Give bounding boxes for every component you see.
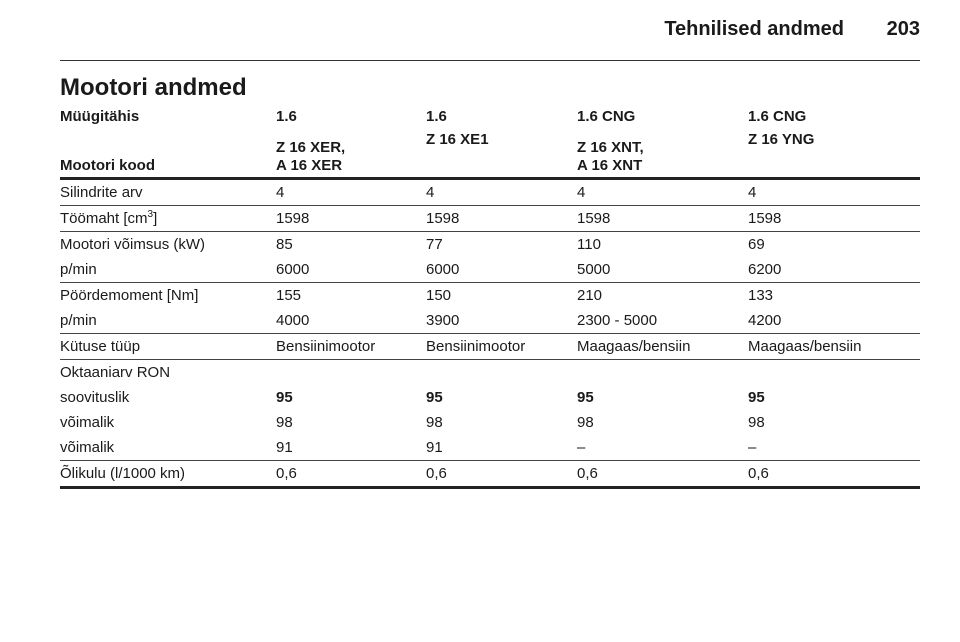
row-value: 85 xyxy=(276,235,293,253)
row-label: Mootori võimsus (kW) xyxy=(60,235,206,253)
row-value: 4000 xyxy=(276,308,426,334)
engine-code-line: Z 16 XNT, xyxy=(577,139,644,156)
row-value: 98 xyxy=(276,413,293,431)
row-label: Kütuse tüüp xyxy=(60,333,276,360)
row-label: Silindrite arv xyxy=(60,178,276,206)
engine-code-row: Mootori kood Z 16 XER, A 16 XER Z 16 XE1 … xyxy=(60,129,920,180)
oil-consumption-row: Õlikulu (l/1000 km) 0,6 0,6 0,6 0,6 xyxy=(60,460,920,489)
engine-code-cell: Z 16 XNT, A 16 XNT xyxy=(577,129,748,180)
cylinders-row: Silindrite arv 4 4 4 4 xyxy=(60,178,920,206)
power-rpm-row: p/min 6000 6000 5000 6200 xyxy=(60,257,920,283)
fuel-type-row: Kütuse tüüp Bensiinimootor Bensiinimooto… xyxy=(60,333,920,360)
sales-designation-value: 1.6 CNG xyxy=(577,108,636,125)
row-label: võimalik xyxy=(60,435,276,461)
torque-row: Pöördemoment [Nm] 155 150 210 133 xyxy=(60,283,920,309)
row-value: 1598 xyxy=(276,205,426,232)
row-value: 4 xyxy=(426,178,577,206)
row-value: 6000 xyxy=(276,257,426,283)
superscript: 3 xyxy=(147,208,154,220)
octane-heading-row: Oktaaniarv RON xyxy=(60,360,920,386)
row-value: 0,6 xyxy=(276,460,426,489)
row-value: 110 xyxy=(577,235,601,253)
row-value: Bensiinimootor xyxy=(276,333,426,360)
sales-designation-value: 1.6 CNG xyxy=(748,108,807,125)
row-value: 3900 xyxy=(426,308,577,334)
engine-code-cell: Z 16 XER, A 16 XER xyxy=(276,129,426,180)
row-value: 98 xyxy=(577,413,594,431)
power-row: Mootori võimsus (kW) 85 77 110 69 xyxy=(60,232,920,258)
row-value: 5000 xyxy=(577,257,748,283)
engine-code-line: Z 16 XER, xyxy=(276,139,346,156)
row-value: 4 xyxy=(577,178,748,206)
sales-designation-value: 1.6 xyxy=(426,108,447,125)
displacement-label-text: Töömaht [cm xyxy=(60,209,148,227)
row-value: 95 xyxy=(748,388,765,406)
engine-code-cell: Z 16 YNG xyxy=(748,129,920,180)
header-rule xyxy=(60,60,920,61)
page-number: 203 xyxy=(886,18,920,40)
row-value: 77 xyxy=(426,235,443,253)
octane-recommended-row: soovituslik 95 95 95 95 xyxy=(60,385,920,410)
row-label: Pöördemoment [Nm] xyxy=(60,286,199,304)
engine-code-line: A 16 XER xyxy=(276,157,343,174)
row-value: 1598 xyxy=(426,205,577,232)
row-value: 91 xyxy=(276,435,426,461)
row-value: 98 xyxy=(426,413,443,431)
row-label: Töömaht [cm3] xyxy=(60,205,276,232)
engine-code-label: Mootori kood xyxy=(60,129,276,180)
section-title: Mootori andmed xyxy=(60,74,247,101)
row-value: Maagaas/bensiin xyxy=(577,333,748,360)
engine-data-table: Müügitähis 1.6 1.6 1.6 CNG 1.6 CNG Mooto… xyxy=(60,105,920,489)
row-value: 150 xyxy=(426,286,452,304)
sales-designation-label: Müügitähis xyxy=(60,108,140,125)
row-value: 2300 - 5000 xyxy=(577,308,748,334)
row-value: 6200 xyxy=(748,257,920,283)
row-label: Oktaaniarv RON xyxy=(60,363,171,381)
sales-designation-row: Müügitähis 1.6 1.6 1.6 CNG 1.6 CNG xyxy=(60,105,920,129)
row-value: 98 xyxy=(748,413,765,431)
displacement-row: Töömaht [cm3] 1598 1598 1598 1598 xyxy=(60,205,920,232)
row-value: 210 xyxy=(577,286,603,304)
row-value: 4 xyxy=(276,178,426,206)
row-value: 69 xyxy=(748,235,765,253)
row-value: 95 xyxy=(276,388,293,406)
row-value: 6000 xyxy=(426,257,577,283)
row-label: Õlikulu (l/1000 km) xyxy=(60,460,276,489)
row-value: 4 xyxy=(748,178,920,206)
row-value: 95 xyxy=(577,388,594,406)
row-label: p/min xyxy=(60,308,276,334)
row-value: – xyxy=(577,435,748,461)
row-value: Maagaas/bensiin xyxy=(748,333,920,360)
row-value: 4200 xyxy=(748,308,920,334)
torque-rpm-row: p/min 4000 3900 2300 - 5000 4200 xyxy=(60,308,920,334)
row-label: soovituslik xyxy=(60,388,130,406)
engine-code-line: Z 16 YNG xyxy=(748,131,815,148)
octane-possible-row: võimalik 98 98 98 98 xyxy=(60,410,920,435)
row-value: 1598 xyxy=(748,205,920,232)
row-value: 0,6 xyxy=(748,460,920,489)
row-value: 91 xyxy=(426,435,577,461)
row-value: 95 xyxy=(426,388,443,406)
engine-code-cell: Z 16 XE1 xyxy=(426,129,577,180)
engine-code-line: Z 16 XE1 xyxy=(426,131,489,148)
octane-possible-row: võimalik 91 91 – – xyxy=(60,435,920,461)
engine-code-line: A 16 XNT xyxy=(577,157,643,174)
row-value: 133 xyxy=(748,286,774,304)
row-value: 0,6 xyxy=(577,460,748,489)
row-label: p/min xyxy=(60,257,276,283)
row-value: Bensiinimootor xyxy=(426,333,577,360)
row-value: – xyxy=(748,435,920,461)
row-value: 1598 xyxy=(577,205,748,232)
row-value: 155 xyxy=(276,286,302,304)
sales-designation-value: 1.6 xyxy=(276,108,297,125)
row-label: võimalik xyxy=(60,413,115,431)
row-value: 0,6 xyxy=(426,460,577,489)
running-header-title: Tehnilised andmed xyxy=(664,18,844,40)
displacement-label-end: ] xyxy=(153,209,158,227)
